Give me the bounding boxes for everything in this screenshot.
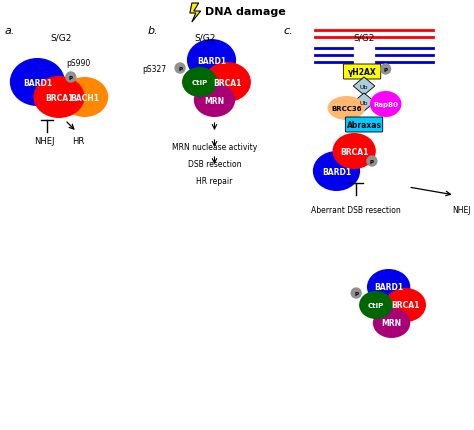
Circle shape [351, 289, 361, 298]
Text: γH2AX: γH2AX [348, 68, 376, 77]
Text: Abraxas: Abraxas [346, 121, 382, 130]
Ellipse shape [187, 40, 236, 82]
Text: Rap80: Rap80 [373, 102, 398, 108]
Text: BRCA1: BRCA1 [340, 147, 368, 156]
Text: BRCA1: BRCA1 [391, 301, 419, 310]
Text: DNA damage: DNA damage [205, 7, 285, 17]
Text: P: P [383, 68, 388, 72]
Ellipse shape [367, 269, 410, 305]
Text: S/G2: S/G2 [50, 33, 72, 42]
Text: NHEJ: NHEJ [34, 137, 55, 146]
Ellipse shape [182, 68, 218, 98]
Text: HR repair: HR repair [196, 177, 233, 186]
Text: MRN: MRN [382, 319, 401, 328]
Ellipse shape [359, 291, 392, 319]
Text: Ub: Ub [360, 100, 368, 105]
Ellipse shape [313, 152, 360, 191]
Ellipse shape [370, 92, 401, 118]
Text: P: P [370, 159, 374, 164]
Text: BARD1: BARD1 [322, 167, 351, 176]
Text: BARD1: BARD1 [197, 56, 226, 65]
Text: NHEJ: NHEJ [453, 206, 471, 215]
Ellipse shape [61, 78, 108, 118]
Ellipse shape [10, 59, 65, 107]
Text: S/G2: S/G2 [353, 33, 375, 42]
FancyBboxPatch shape [343, 65, 381, 80]
Text: P: P [69, 75, 73, 80]
Ellipse shape [328, 97, 365, 121]
Ellipse shape [204, 63, 251, 103]
Ellipse shape [373, 308, 410, 338]
Polygon shape [353, 94, 375, 112]
Ellipse shape [194, 84, 235, 118]
Text: Aberrant DSB resection: Aberrant DSB resection [311, 206, 401, 215]
FancyBboxPatch shape [346, 118, 383, 133]
Ellipse shape [34, 77, 85, 119]
Circle shape [175, 64, 185, 74]
Text: Ub: Ub [360, 84, 368, 89]
Text: BARD1: BARD1 [374, 283, 403, 292]
Text: BACH1: BACH1 [70, 93, 99, 102]
Text: S/G2: S/G2 [194, 33, 215, 42]
Text: DSB resection: DSB resection [188, 160, 241, 169]
Text: MRN nuclease activity: MRN nuclease activity [172, 143, 257, 152]
Polygon shape [190, 4, 201, 23]
Text: a.: a. [5, 26, 15, 36]
Circle shape [367, 157, 377, 166]
Text: BRCA1: BRCA1 [213, 78, 241, 87]
Text: P: P [354, 291, 358, 296]
Text: BARD1: BARD1 [23, 78, 52, 87]
Text: MRN: MRN [204, 96, 225, 105]
Text: HR: HR [73, 137, 85, 146]
Text: CtIP: CtIP [368, 302, 384, 308]
Circle shape [381, 65, 391, 75]
Text: pS327: pS327 [142, 64, 166, 74]
Text: BRCA1: BRCA1 [45, 93, 73, 102]
Text: P: P [178, 66, 182, 71]
Text: CtIP: CtIP [191, 80, 208, 86]
Text: c.: c. [283, 26, 293, 36]
Ellipse shape [385, 289, 426, 322]
Circle shape [66, 73, 76, 83]
Text: pS990: pS990 [66, 59, 91, 68]
Polygon shape [353, 78, 375, 96]
Text: BRCC36: BRCC36 [331, 106, 362, 112]
Text: b.: b. [147, 26, 158, 36]
Ellipse shape [333, 134, 376, 169]
